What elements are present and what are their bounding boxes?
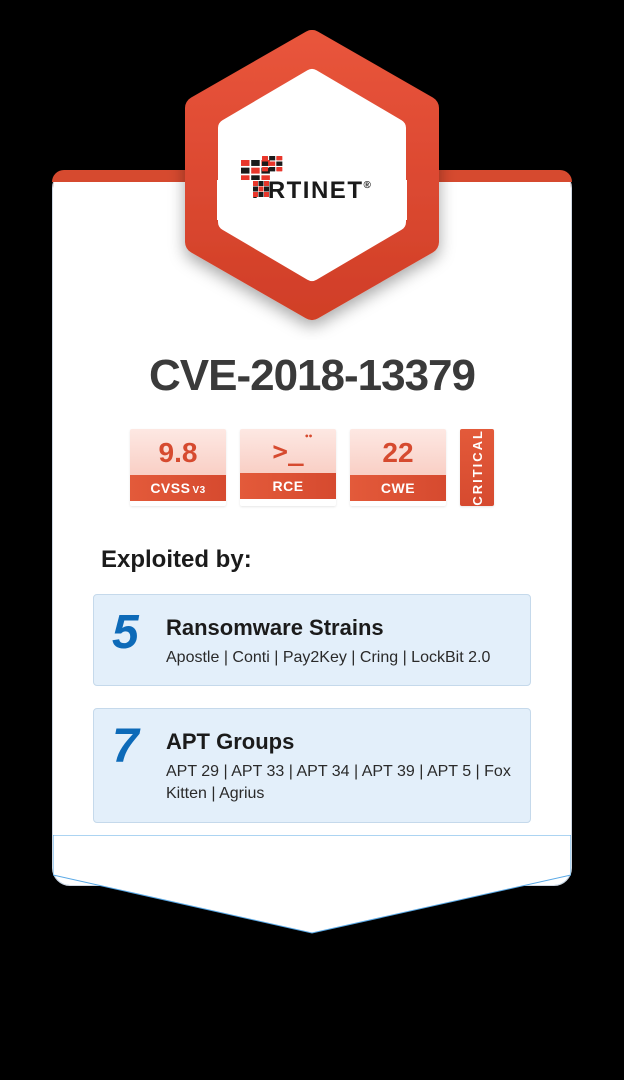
- exploited-label: Exploited by:: [93, 546, 531, 574]
- apt-count: 7: [112, 723, 152, 806]
- hexagon-icon: F:::RTINET FRTINET®: [157, 30, 467, 340]
- cvss-value: 9.8: [130, 429, 226, 475]
- cve-title: CVE-2018-13379: [93, 351, 531, 401]
- rce-badge: >_•• RCE: [240, 429, 336, 506]
- ransomware-box: 5 Ransomware Strains Apostle | Conti | P…: [93, 594, 531, 686]
- cvss-label: CVSSV3: [130, 475, 226, 501]
- badge-row: 9.8 CVSSV3 >_•• RCE 22 CWE CRITICAL: [93, 429, 531, 506]
- apt-list: APT 29 | APT 33 | APT 34 | APT 39 | APT …: [166, 761, 512, 806]
- cvss-badge: 9.8 CVSSV3: [130, 429, 226, 506]
- ransomware-title: Ransomware Strains: [166, 615, 512, 641]
- cwe-badge: 22 CWE: [350, 429, 446, 506]
- apt-title: APT Groups: [166, 729, 512, 755]
- rce-symbol: >_••: [240, 429, 336, 473]
- apt-box: 7 APT Groups APT 29 | APT 33 | APT 34 | …: [93, 708, 531, 823]
- brand-hexagon: F:::RTINET FRTINET®: [157, 30, 467, 340]
- cve-card: F:::RTINET FRTINET®: [52, 30, 572, 886]
- severity-badge: CRITICAL: [460, 429, 494, 506]
- cwe-label: CWE: [350, 475, 446, 501]
- ransomware-count: 5: [112, 609, 152, 669]
- svg-text:FRTINET®: FRTINET®: [252, 177, 373, 204]
- cwe-value: 22: [350, 429, 446, 475]
- card-notch: [53, 835, 571, 935]
- severity-label: CRITICAL: [470, 429, 485, 506]
- ransomware-list: Apostle | Conti | Pay2Key | Cring | Lock…: [166, 647, 512, 669]
- rce-label: RCE: [240, 473, 336, 499]
